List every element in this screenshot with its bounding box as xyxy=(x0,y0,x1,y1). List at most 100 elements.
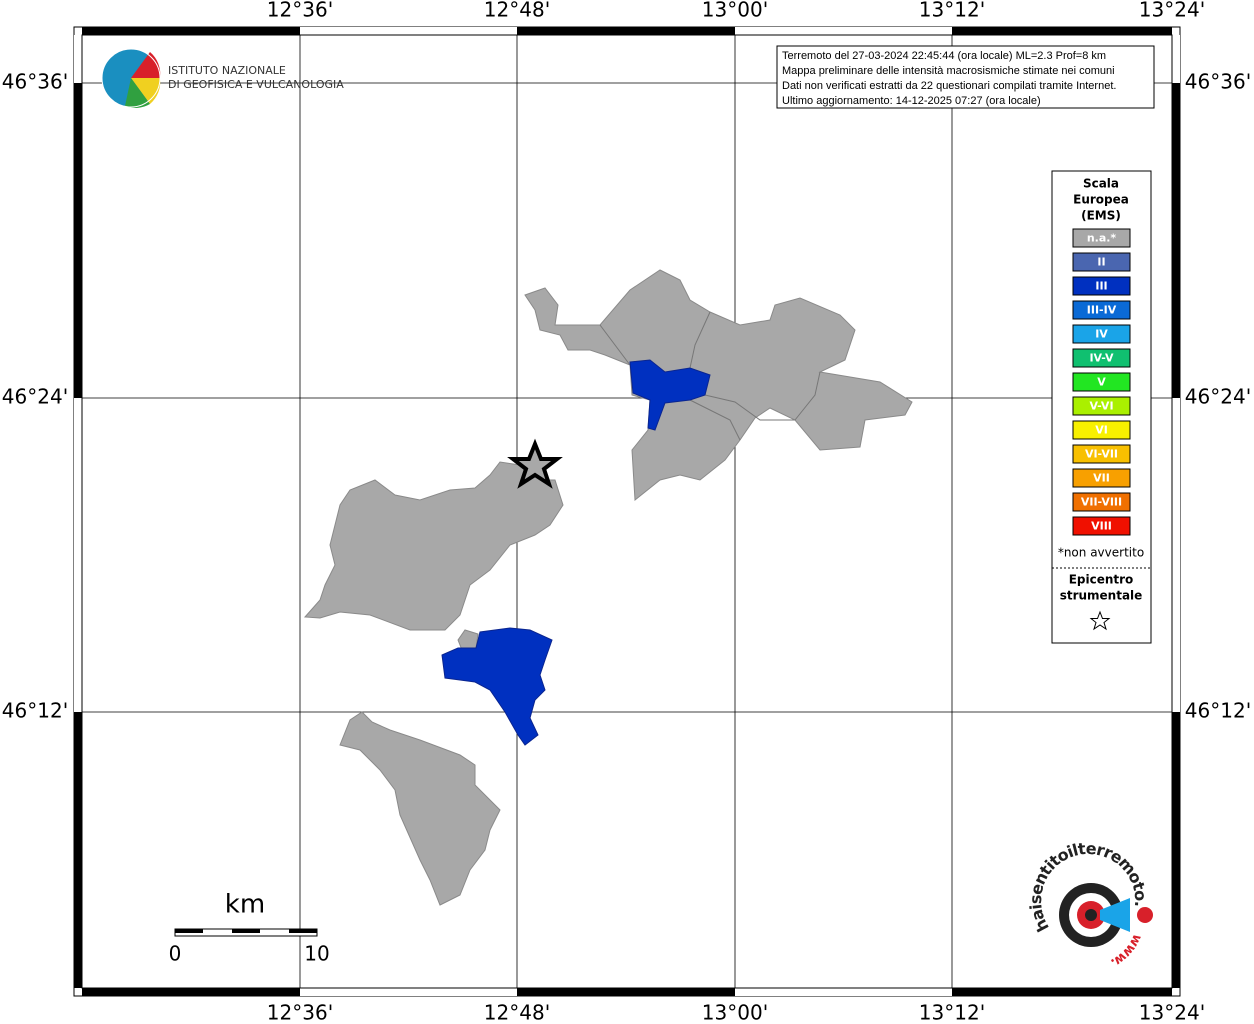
scale-label: 10 xyxy=(304,942,329,966)
legend-label: V xyxy=(1097,376,1106,389)
lon-label: 13°12' xyxy=(919,1001,985,1024)
legend-swatch xyxy=(1072,324,1131,344)
frame-bar xyxy=(82,988,300,996)
municipality-iii xyxy=(629,359,711,431)
legend-swatch xyxy=(1072,492,1131,512)
legend-label: VIII xyxy=(1091,520,1112,533)
legend-swatch xyxy=(1072,276,1131,296)
frame-bar xyxy=(82,27,300,35)
lon-label: 13°00' xyxy=(702,0,768,22)
legend-swatch xyxy=(1072,348,1131,368)
frame-bar xyxy=(952,27,1172,35)
legend-epicenter: strumentale xyxy=(1060,589,1143,603)
scale-segment xyxy=(175,929,203,933)
logo-question xyxy=(1137,907,1153,923)
frame-inner xyxy=(81,34,1173,989)
scale-unit: km xyxy=(225,890,265,920)
info-line: Mappa preliminare delle intensità macros… xyxy=(782,65,1115,77)
legend-epicenter: Epicentro xyxy=(1069,573,1134,587)
lon-label: 12°48' xyxy=(484,1001,550,1024)
legend-swatch xyxy=(1072,300,1131,320)
lat-label: 46°24' xyxy=(1185,385,1251,409)
boundary xyxy=(599,324,631,366)
frame-bars xyxy=(74,27,1180,996)
municipality xyxy=(524,269,913,501)
frame-bar xyxy=(74,35,82,83)
frame-bar xyxy=(1172,83,1180,398)
lat-label: 46°24' xyxy=(2,385,68,409)
frame-bar xyxy=(1172,35,1180,83)
legend-label: VI-VII xyxy=(1085,448,1118,461)
boundary xyxy=(689,311,711,369)
lon-label: 13°24' xyxy=(1139,1001,1205,1024)
boundary xyxy=(704,394,795,421)
lon-label: 13°24' xyxy=(1139,0,1205,22)
logo-ring xyxy=(101,48,161,108)
frame-bar xyxy=(74,712,82,988)
legend-swatch xyxy=(1072,228,1131,248)
info-box xyxy=(776,45,1155,109)
frame-bar xyxy=(517,988,735,996)
ingv-logo: ISTITUTO NAZIONALE DI GEOFISICA E VULCAN… xyxy=(101,48,344,108)
legend-label: III-IV xyxy=(1087,304,1117,317)
logo-text: DI GEOFISICA E VULCANOLOGIA xyxy=(168,78,344,91)
logo-sector xyxy=(125,78,150,108)
legend-swatch xyxy=(1072,516,1131,536)
legend-note: *non avvertito xyxy=(1058,546,1144,560)
legend-swatch xyxy=(1072,396,1131,416)
legend-swatch xyxy=(1072,444,1131,464)
frame-bar xyxy=(1172,712,1180,988)
boundary xyxy=(689,399,741,441)
legend-star xyxy=(1089,610,1111,631)
legend-title: Europea xyxy=(1073,193,1129,207)
municipality-iii xyxy=(441,627,553,746)
epicenter-star xyxy=(507,438,563,489)
logo-target xyxy=(1085,909,1097,921)
frame-bar xyxy=(74,83,82,398)
lat-label: 46°36' xyxy=(1185,70,1251,94)
legend-label: II xyxy=(1097,256,1105,269)
lat-label: 46°36' xyxy=(2,70,68,94)
scale-segment xyxy=(289,929,317,933)
lon-label: 13°12' xyxy=(919,0,985,22)
info-line: Terremoto del 27-03-2024 22:45:44 (ora l… xyxy=(782,50,1106,62)
legend-swatch xyxy=(1072,468,1131,488)
logo-text: ISTITUTO NAZIONALE xyxy=(168,64,286,77)
boundary xyxy=(794,371,821,421)
scale-label: 0 xyxy=(169,942,182,966)
legend-label: IV-V xyxy=(1089,352,1114,365)
lat-label: 46°12' xyxy=(1185,699,1251,723)
lon-label: 12°36' xyxy=(267,1001,333,1024)
legend-label: VI xyxy=(1095,424,1108,437)
scale-segment xyxy=(232,929,260,933)
legend-label: IV xyxy=(1095,328,1108,341)
lon-label: 13°00' xyxy=(702,1001,768,1024)
lon-label: 12°48' xyxy=(484,0,550,22)
legend-swatch xyxy=(1072,420,1131,440)
legend-swatch xyxy=(1072,372,1131,392)
frame-bar xyxy=(735,988,952,996)
legend-swatch xyxy=(1072,252,1131,272)
frame-bar xyxy=(517,27,735,35)
legend-label: V-VI xyxy=(1089,400,1113,413)
frame-bar xyxy=(735,27,952,35)
municipalities xyxy=(303,269,913,906)
info-line: Ultimo aggiornamento: 14-12-2025 07:27 (… xyxy=(782,95,1041,107)
info-line: Dati non verificati estratti da 22 quest… xyxy=(782,80,1116,92)
logo-speaker xyxy=(1100,898,1130,932)
lon-label: 12°36' xyxy=(267,0,333,22)
frame-bar xyxy=(300,27,517,35)
legend-label: VII-VIII xyxy=(1081,496,1122,509)
frame-bar xyxy=(300,988,517,996)
legend: Scala Europea (EMS) *non avvertito Epice… xyxy=(1051,170,1152,644)
frame-bar xyxy=(952,988,1172,996)
legend-label: VII xyxy=(1093,472,1110,485)
lat-label: 46°12' xyxy=(2,699,68,723)
legend-label: III xyxy=(1095,280,1107,293)
legend-label: n.a.* xyxy=(1087,232,1117,245)
municipality xyxy=(339,711,501,906)
scale-bar: km 0 10 xyxy=(169,890,330,966)
